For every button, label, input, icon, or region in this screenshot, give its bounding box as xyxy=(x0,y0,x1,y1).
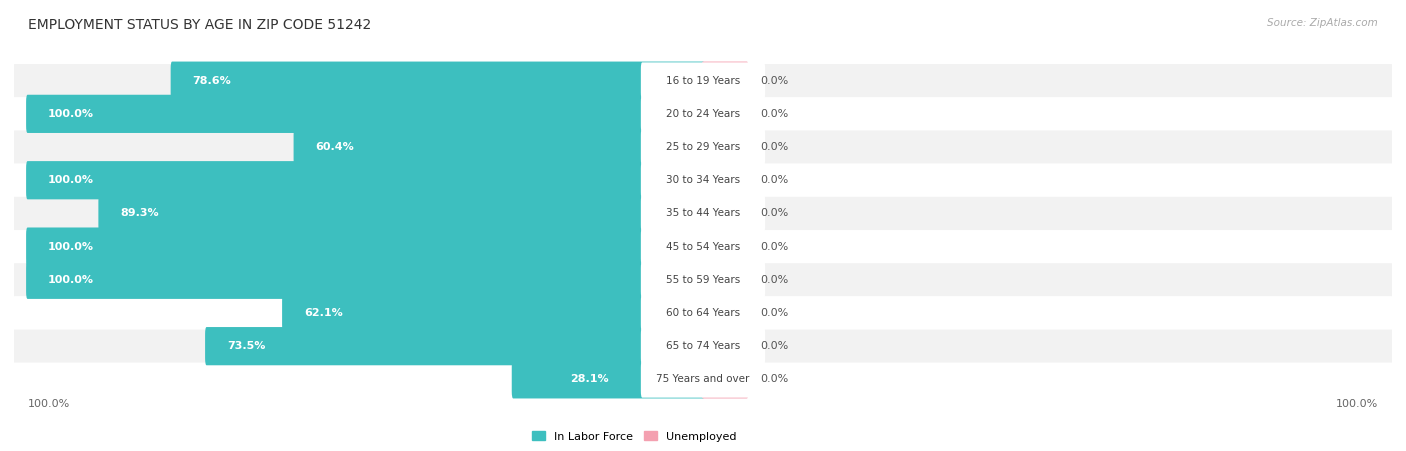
Text: 89.3%: 89.3% xyxy=(120,208,159,218)
FancyBboxPatch shape xyxy=(641,129,765,166)
FancyBboxPatch shape xyxy=(27,161,704,199)
Text: 100.0%: 100.0% xyxy=(48,109,94,119)
FancyBboxPatch shape xyxy=(98,194,704,233)
FancyBboxPatch shape xyxy=(294,128,704,166)
FancyBboxPatch shape xyxy=(641,96,765,132)
Text: 16 to 19 Years: 16 to 19 Years xyxy=(666,76,740,86)
Text: Source: ZipAtlas.com: Source: ZipAtlas.com xyxy=(1267,18,1378,28)
FancyBboxPatch shape xyxy=(641,195,765,232)
FancyBboxPatch shape xyxy=(27,227,704,266)
Text: 0.0%: 0.0% xyxy=(761,76,789,86)
FancyBboxPatch shape xyxy=(27,95,704,133)
FancyBboxPatch shape xyxy=(205,327,704,365)
FancyBboxPatch shape xyxy=(641,262,765,298)
Text: 60.4%: 60.4% xyxy=(315,142,354,152)
Text: 62.1%: 62.1% xyxy=(304,308,343,318)
Text: 28.1%: 28.1% xyxy=(571,374,609,384)
FancyBboxPatch shape xyxy=(14,263,1392,296)
Text: 20 to 24 Years: 20 to 24 Years xyxy=(666,109,740,119)
FancyBboxPatch shape xyxy=(702,95,748,133)
FancyBboxPatch shape xyxy=(14,330,1392,363)
Text: 55 to 59 Years: 55 to 59 Years xyxy=(666,275,740,285)
FancyBboxPatch shape xyxy=(283,294,704,332)
Text: 100.0%: 100.0% xyxy=(48,275,94,285)
FancyBboxPatch shape xyxy=(702,194,748,233)
Text: 0.0%: 0.0% xyxy=(761,109,789,119)
FancyBboxPatch shape xyxy=(641,162,765,198)
FancyBboxPatch shape xyxy=(641,328,765,364)
FancyBboxPatch shape xyxy=(702,161,748,199)
FancyBboxPatch shape xyxy=(512,360,704,399)
Text: 100.0%: 100.0% xyxy=(48,242,94,252)
Text: 0.0%: 0.0% xyxy=(761,175,789,185)
FancyBboxPatch shape xyxy=(641,295,765,331)
FancyBboxPatch shape xyxy=(14,64,1392,97)
FancyBboxPatch shape xyxy=(702,128,748,166)
FancyBboxPatch shape xyxy=(14,197,1392,230)
FancyBboxPatch shape xyxy=(14,230,1392,263)
Text: 0.0%: 0.0% xyxy=(761,374,789,384)
FancyBboxPatch shape xyxy=(702,227,748,266)
Text: 25 to 29 Years: 25 to 29 Years xyxy=(666,142,740,152)
Text: 0.0%: 0.0% xyxy=(761,341,789,351)
Text: 0.0%: 0.0% xyxy=(761,308,789,318)
Text: 65 to 74 Years: 65 to 74 Years xyxy=(666,341,740,351)
Text: 35 to 44 Years: 35 to 44 Years xyxy=(666,208,740,218)
Legend: In Labor Force, Unemployed: In Labor Force, Unemployed xyxy=(527,427,741,446)
FancyBboxPatch shape xyxy=(702,327,748,365)
FancyBboxPatch shape xyxy=(702,360,748,399)
Text: 73.5%: 73.5% xyxy=(226,341,266,351)
Text: 0.0%: 0.0% xyxy=(761,275,789,285)
Text: 100.0%: 100.0% xyxy=(1336,399,1378,409)
Text: 75 Years and over: 75 Years and over xyxy=(657,374,749,384)
FancyBboxPatch shape xyxy=(702,61,748,100)
FancyBboxPatch shape xyxy=(170,61,704,100)
FancyBboxPatch shape xyxy=(14,164,1392,197)
Text: 60 to 64 Years: 60 to 64 Years xyxy=(666,308,740,318)
Text: 100.0%: 100.0% xyxy=(48,175,94,185)
Text: 0.0%: 0.0% xyxy=(761,208,789,218)
FancyBboxPatch shape xyxy=(702,261,748,299)
Text: 45 to 54 Years: 45 to 54 Years xyxy=(666,242,740,252)
Text: 100.0%: 100.0% xyxy=(28,399,70,409)
FancyBboxPatch shape xyxy=(14,296,1392,330)
FancyBboxPatch shape xyxy=(14,130,1392,164)
FancyBboxPatch shape xyxy=(14,363,1392,396)
Text: 0.0%: 0.0% xyxy=(761,142,789,152)
Text: EMPLOYMENT STATUS BY AGE IN ZIP CODE 51242: EMPLOYMENT STATUS BY AGE IN ZIP CODE 512… xyxy=(28,18,371,32)
FancyBboxPatch shape xyxy=(14,97,1392,130)
FancyBboxPatch shape xyxy=(702,294,748,332)
FancyBboxPatch shape xyxy=(641,228,765,265)
FancyBboxPatch shape xyxy=(641,62,765,99)
FancyBboxPatch shape xyxy=(27,261,704,299)
FancyBboxPatch shape xyxy=(641,361,765,398)
Text: 0.0%: 0.0% xyxy=(761,242,789,252)
Text: 78.6%: 78.6% xyxy=(193,76,231,86)
Text: 30 to 34 Years: 30 to 34 Years xyxy=(666,175,740,185)
